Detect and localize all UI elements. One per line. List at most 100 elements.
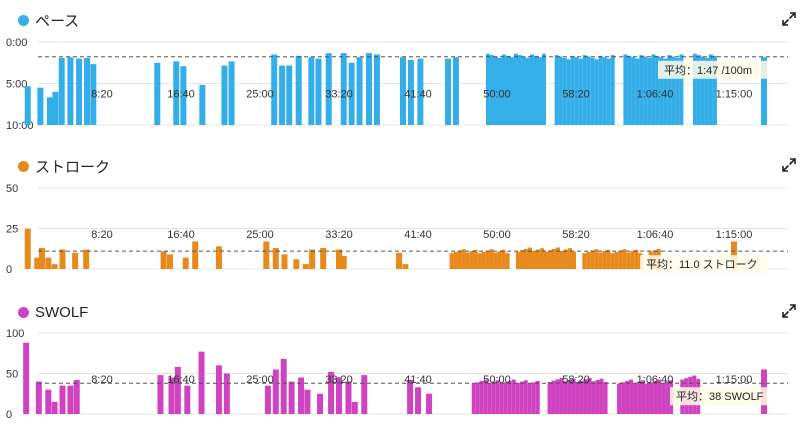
bar xyxy=(469,251,474,269)
bar xyxy=(280,358,287,414)
bar xyxy=(647,57,652,125)
bar xyxy=(563,249,568,269)
bar xyxy=(286,65,293,125)
bar xyxy=(308,57,315,125)
bar xyxy=(38,247,45,269)
bar xyxy=(606,249,611,269)
bar xyxy=(571,251,576,269)
bar xyxy=(515,382,520,414)
bar xyxy=(72,252,79,269)
bar xyxy=(547,250,552,269)
bar xyxy=(625,380,630,414)
bar xyxy=(663,58,668,125)
bar xyxy=(415,387,421,414)
bar xyxy=(543,251,548,269)
bar xyxy=(45,389,52,414)
x-tick-label: 16:40 xyxy=(167,229,195,241)
bar xyxy=(675,57,680,125)
bar xyxy=(629,379,634,414)
bar xyxy=(180,66,187,125)
bar xyxy=(505,253,510,269)
bar xyxy=(473,249,478,269)
bar xyxy=(617,383,622,414)
bar xyxy=(511,379,516,414)
bar xyxy=(34,257,41,269)
bar xyxy=(166,254,173,269)
swolf-panel: SWOLF 0 50 100 8:20 16:40 25:00 33:20 41:40 50:0… xyxy=(0,302,810,432)
bar xyxy=(586,251,591,269)
bar xyxy=(340,53,347,125)
bar xyxy=(563,381,568,414)
bar xyxy=(489,55,494,126)
bar xyxy=(645,383,650,414)
bar xyxy=(499,383,504,414)
bar xyxy=(708,54,713,126)
bar xyxy=(692,53,697,126)
bar xyxy=(263,241,270,269)
bar xyxy=(83,249,90,269)
y-tick-label: 25 xyxy=(6,224,18,236)
bar xyxy=(665,381,670,414)
bar xyxy=(704,57,709,125)
bar xyxy=(622,249,627,269)
bar xyxy=(761,57,768,125)
bar xyxy=(317,393,324,414)
bar xyxy=(537,57,542,125)
bar xyxy=(272,247,279,269)
y-tick-label: 100 xyxy=(6,328,24,340)
bar xyxy=(521,56,526,125)
x-tick-label: 1:06:40 xyxy=(637,374,674,386)
average-label: 平均：11.0 ストローク xyxy=(646,258,758,271)
bar xyxy=(595,379,600,414)
bar xyxy=(426,393,433,414)
bar xyxy=(578,58,583,125)
bar xyxy=(523,248,528,269)
bar xyxy=(174,367,181,414)
bar xyxy=(651,54,656,126)
x-tick-label: 1:15:00 xyxy=(716,374,753,386)
bar xyxy=(591,381,596,414)
bar xyxy=(24,228,31,269)
x-tick-label: 8:20 xyxy=(91,229,112,241)
y-tick-label: 5:00 xyxy=(6,79,27,91)
bar xyxy=(661,382,666,414)
bar xyxy=(293,259,300,269)
bar xyxy=(582,55,587,126)
bar xyxy=(679,54,684,126)
expand-arrows-icon[interactable] xyxy=(782,12,796,26)
bar xyxy=(491,381,496,414)
bar xyxy=(603,382,608,414)
bar xyxy=(223,373,230,414)
x-tick-label: 58:20 xyxy=(562,374,590,386)
bar xyxy=(614,251,619,269)
bar xyxy=(157,375,164,414)
bar xyxy=(46,97,53,125)
bar xyxy=(417,58,424,125)
bar xyxy=(90,64,97,125)
x-tick-label: 1:06:40 xyxy=(637,89,674,101)
bar xyxy=(583,379,588,414)
bar xyxy=(493,56,498,125)
bar xyxy=(507,380,512,414)
y-tick-label: 50 xyxy=(6,369,18,381)
bar xyxy=(519,381,524,414)
bar xyxy=(59,385,66,414)
bar xyxy=(626,252,631,269)
bar xyxy=(696,55,701,126)
bar xyxy=(529,54,534,126)
x-tick-label: 33:20 xyxy=(325,374,353,386)
bar xyxy=(582,253,587,269)
bar xyxy=(361,375,368,414)
expand-arrows-icon[interactable] xyxy=(782,158,796,172)
bar xyxy=(328,371,335,414)
expand-arrows-icon[interactable] xyxy=(782,304,796,318)
bar xyxy=(45,257,52,269)
x-tick-label: 58:20 xyxy=(562,89,590,101)
bar xyxy=(461,249,466,269)
bar xyxy=(215,365,222,414)
bar xyxy=(348,62,355,125)
bar xyxy=(58,57,65,125)
bar xyxy=(356,57,363,125)
bar xyxy=(215,246,222,269)
